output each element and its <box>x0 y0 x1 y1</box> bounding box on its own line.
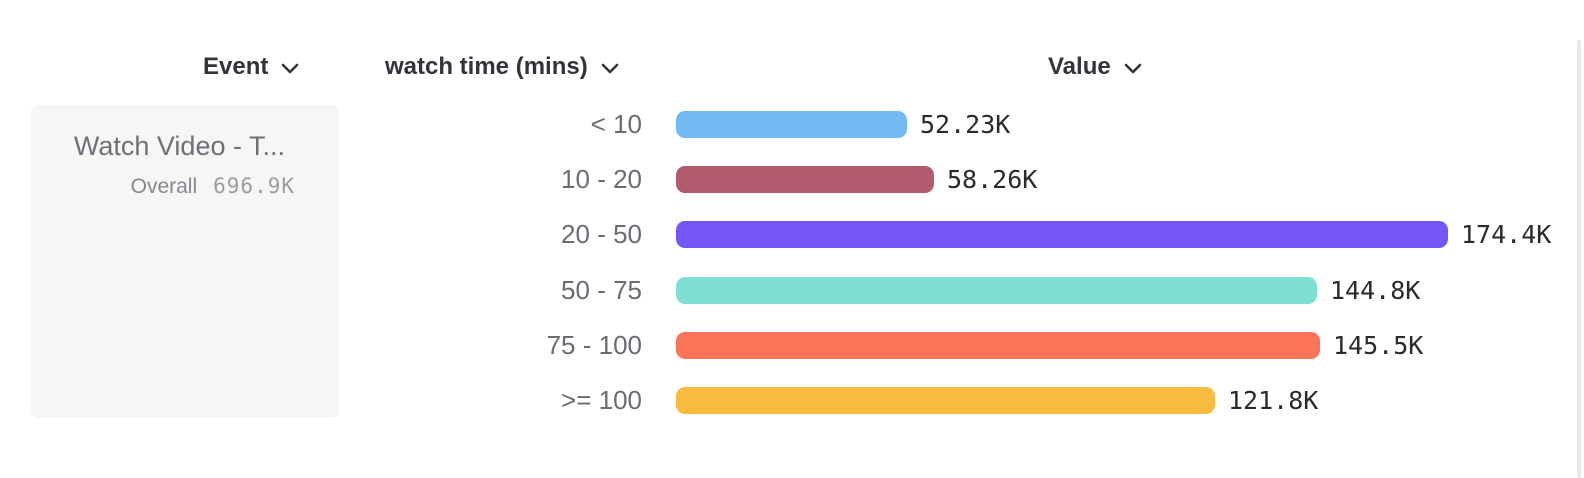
column-header-event-label: Event <box>203 53 269 80</box>
category-label: 75 - 100 <box>546 329 642 360</box>
chevron-down-icon <box>601 63 619 74</box>
chart-row: 20 - 50 174.4K <box>0 207 1584 262</box>
category-label: < 10 <box>590 109 642 140</box>
chart-row: 50 - 75 144.8K <box>0 263 1584 318</box>
category-label: 20 - 50 <box>561 219 642 250</box>
value-label: 145.5K <box>1333 330 1424 360</box>
column-header-watch-time-label: watch time (mins) <box>385 53 588 80</box>
overall-value: 696.9K <box>213 174 295 198</box>
value-label: 144.8K <box>1330 275 1421 305</box>
chevron-down-icon <box>1124 63 1142 74</box>
chart-row: >= 100 121.8K <box>0 373 1584 428</box>
chart-row: 75 - 100 145.5K <box>0 318 1584 373</box>
value-label: 52.23K <box>920 110 1011 140</box>
category-label: 50 - 75 <box>561 274 642 305</box>
category-label: 10 - 20 <box>561 164 642 195</box>
category-label: >= 100 <box>561 385 642 416</box>
column-header-value[interactable]: Value <box>1048 53 1142 81</box>
bar-segment[interactable] <box>676 166 934 194</box>
event-card[interactable]: Watch Video - T... Overall 696.9K <box>31 105 339 418</box>
bar-segment[interactable] <box>676 387 1215 415</box>
chevron-down-icon <box>281 63 299 74</box>
scrollbar[interactable] <box>1577 40 1581 478</box>
event-name: Watch Video - T... <box>73 131 285 161</box>
column-header-value-label: Value <box>1048 53 1111 80</box>
bar-segment[interactable] <box>676 331 1320 359</box>
bar-segment[interactable] <box>676 111 907 139</box>
chart-row: < 10 52.23K <box>0 97 1584 152</box>
overall-label: Overall <box>130 175 198 198</box>
bar-segment[interactable] <box>676 221 1448 249</box>
value-label: 121.8K <box>1228 386 1319 416</box>
bar-rows: < 10 52.23K 10 - 20 58.26K 20 - 50 174.4K 50 -… <box>0 97 1584 428</box>
column-header-event[interactable]: Event <box>203 53 299 81</box>
value-label: 174.4K <box>1461 220 1552 250</box>
bar-segment[interactable] <box>676 276 1317 304</box>
event-overall-row: Overall 696.9K <box>31 174 339 199</box>
value-label: 58.26K <box>947 165 1038 195</box>
chart-row: 10 - 20 58.26K <box>0 152 1584 207</box>
column-header-watch-time[interactable]: watch time (mins) <box>385 53 619 81</box>
